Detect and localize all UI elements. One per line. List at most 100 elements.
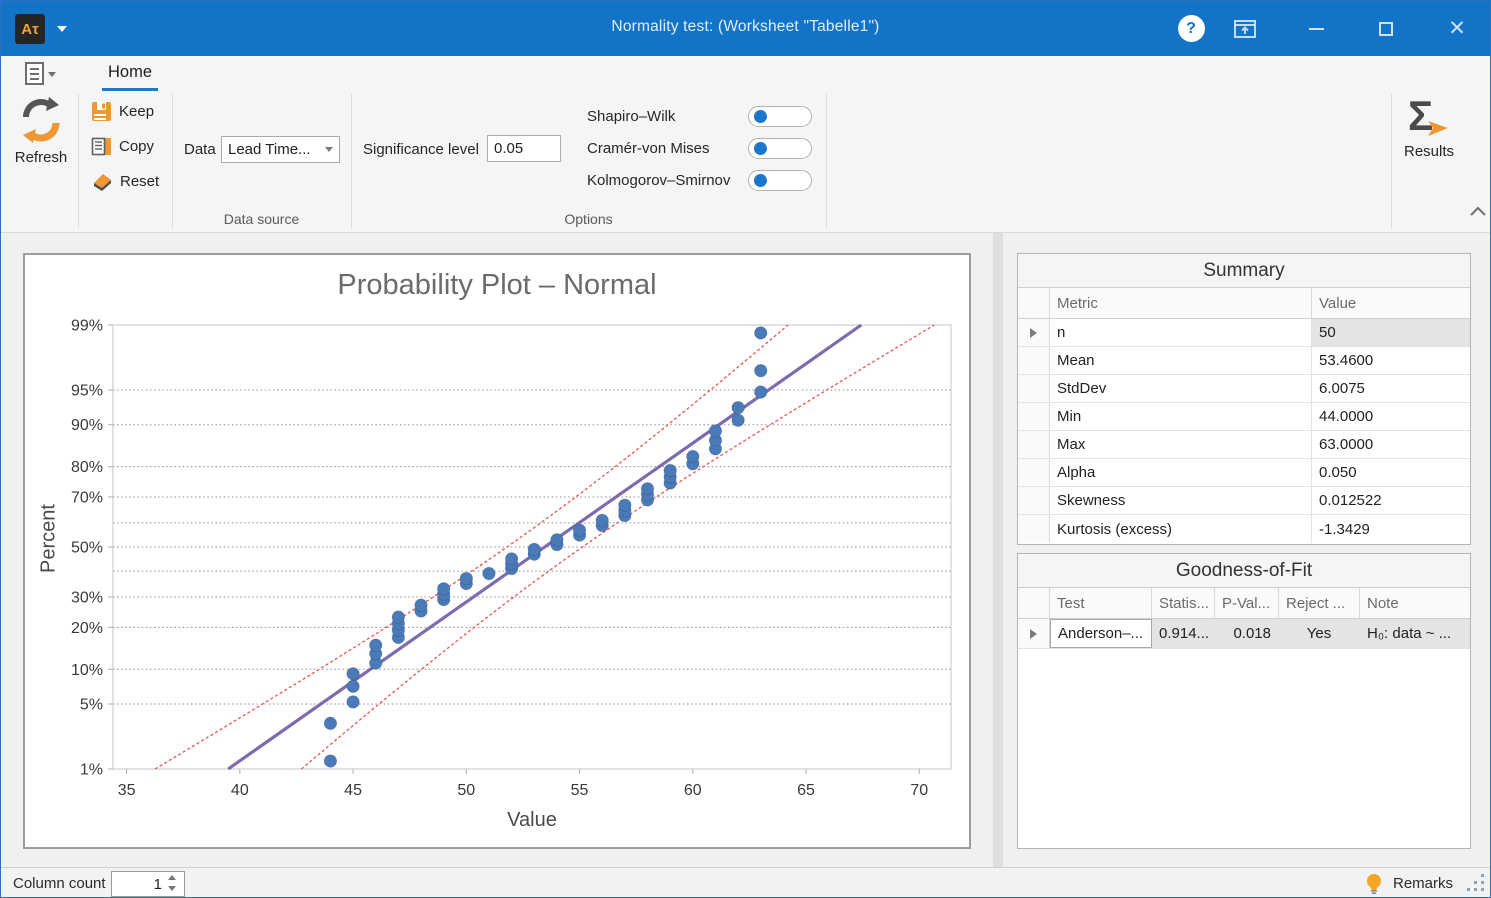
significance-input[interactable]: [487, 135, 561, 162]
group-separator: [351, 94, 352, 228]
table-row[interactable]: Anderson–... 0.914... 0.018 Yes H₀: data…: [1018, 619, 1470, 649]
save-icon: [92, 102, 111, 121]
column-count-stepper[interactable]: [111, 871, 185, 897]
stepper-down-button[interactable]: [168, 886, 176, 891]
column-header-pvalue[interactable]: P-Val...: [1215, 588, 1279, 618]
close-button[interactable]: ✕: [1428, 1, 1486, 56]
toggle-shapiro-wilk[interactable]: [748, 105, 812, 127]
data-point: [436, 581, 451, 596]
pvalue-cell: 0.018: [1215, 619, 1279, 648]
help-icon: ?: [1177, 15, 1205, 42]
row-arrow-icon: [1030, 628, 1037, 639]
data-source-value: Lead Time...: [228, 141, 311, 158]
column-header-value[interactable]: Value: [1319, 294, 1357, 312]
column-header-test[interactable]: Test: [1050, 588, 1152, 618]
ribbon-menu-button[interactable]: [23, 61, 63, 89]
toggle-label-shapiro-wilk: Shapiro–Wilk: [587, 107, 676, 125]
y-tick-label: 30%: [71, 590, 103, 607]
row-selector[interactable]: [1018, 487, 1050, 514]
group-separator: [1391, 94, 1392, 228]
table-row[interactable]: Kurtosis (excess) -1.3429: [1018, 515, 1470, 543]
column-count-input[interactable]: [112, 872, 164, 896]
collapse-ribbon-button[interactable]: [1469, 204, 1489, 220]
minimize-icon: [1308, 27, 1324, 30]
toggle-kolmogorov-smirnov[interactable]: [748, 169, 812, 191]
x-tick-label: 50: [457, 782, 475, 799]
sigma-results-icon: Σ: [1408, 94, 1448, 139]
goodness-of-fit-card: Goodness-of-Fit Test Statis... P-Val... …: [1017, 553, 1471, 849]
data-point: [368, 638, 383, 652]
app-menu-caret-icon[interactable]: [57, 26, 67, 32]
x-tick-label: 40: [231, 782, 249, 799]
column-header-metric[interactable]: Metric: [1050, 288, 1312, 318]
table-row[interactable]: Min 44.0000: [1018, 403, 1470, 431]
row-selector[interactable]: [1018, 515, 1050, 543]
value-cell: 50: [1312, 319, 1470, 346]
column-header-note[interactable]: Note: [1367, 594, 1399, 612]
title-bar: Aτ Normality test: (Worksheet "Tabelle1"…: [1, 1, 1490, 56]
y-tick-label: 99%: [71, 318, 103, 335]
y-tick-label: 10%: [71, 662, 103, 679]
reset-button[interactable]: Reset: [91, 171, 159, 192]
tab-home[interactable]: Home: [107, 63, 152, 81]
keep-button[interactable]: Keep: [91, 101, 154, 122]
maximize-button[interactable]: [1357, 1, 1415, 56]
data-source-select[interactable]: Lead Time...: [221, 136, 340, 163]
data-point: [686, 449, 700, 464]
status-bar: Column count Remarks: [1, 867, 1490, 897]
row-gutter: [1018, 288, 1050, 318]
statistic-cell: 0.914...: [1152, 619, 1215, 648]
toggle-cramer-von-mises[interactable]: [748, 137, 812, 159]
reject-cell: Yes: [1279, 619, 1360, 648]
copy-button[interactable]: Copy: [91, 136, 154, 157]
row-selector[interactable]: [1018, 319, 1050, 346]
row-selector[interactable]: [1018, 431, 1050, 458]
refresh-button[interactable]: Refresh: [9, 96, 73, 196]
x-tick-label: 55: [571, 782, 589, 799]
help-button[interactable]: ?: [1162, 1, 1220, 56]
panel-up-icon: [1234, 19, 1256, 38]
row-gutter: [1018, 588, 1050, 618]
significance-label: Significance level: [363, 141, 479, 158]
table-row[interactable]: Max 63.0000: [1018, 431, 1470, 459]
column-header-reject[interactable]: Reject ...: [1279, 588, 1360, 618]
stepper-up-button[interactable]: [168, 875, 176, 880]
metric-cell: Skewness: [1050, 487, 1312, 514]
row-selector[interactable]: [1018, 619, 1050, 648]
x-tick-label: 70: [910, 782, 928, 799]
table-row[interactable]: Alpha 0.050: [1018, 459, 1470, 487]
summary-header-row: Metric Value: [1018, 288, 1470, 319]
metric-cell: Min: [1050, 403, 1312, 430]
eraser-icon: [94, 174, 111, 191]
chevron-up-icon: [1470, 206, 1486, 216]
y-tick-label: 1%: [80, 762, 103, 779]
y-tick-label: 5%: [80, 696, 103, 713]
resize-grip[interactable]: [1467, 874, 1489, 896]
y-tick-label: 50%: [71, 540, 103, 557]
value-cell: 0.012522: [1319, 492, 1382, 509]
row-selector[interactable]: [1018, 375, 1050, 402]
row-selector[interactable]: [1018, 347, 1050, 374]
pin-panel-button[interactable]: [1216, 1, 1274, 56]
app-logo-icon[interactable]: Aτ: [15, 14, 45, 44]
y-tick-label: 95%: [71, 383, 103, 400]
column-header-statistic[interactable]: Statis...: [1152, 588, 1215, 618]
summary-card: Summary Metric Value n 50 Mean 53.4600 S…: [1017, 253, 1471, 545]
chart-title: Probability Plot – Normal: [337, 269, 657, 301]
table-row[interactable]: Mean 53.4600: [1018, 347, 1470, 375]
panel-splitter[interactable]: [993, 233, 1003, 867]
table-row[interactable]: StdDev 6.0075: [1018, 375, 1470, 403]
row-arrow-icon: [1030, 327, 1037, 338]
group-separator: [826, 94, 827, 228]
metric-cell: Max: [1050, 431, 1312, 458]
y-tick-label: 90%: [71, 417, 103, 434]
table-row[interactable]: Skewness 0.012522: [1018, 487, 1470, 515]
data-point: [414, 598, 428, 612]
row-selector[interactable]: [1018, 459, 1050, 486]
results-button[interactable]: Σ Results: [1395, 94, 1463, 194]
minimize-button[interactable]: [1287, 1, 1345, 56]
remarks-button[interactable]: Remarks: [1393, 875, 1454, 892]
row-selector[interactable]: [1018, 403, 1050, 430]
table-row[interactable]: n 50: [1018, 319, 1470, 347]
